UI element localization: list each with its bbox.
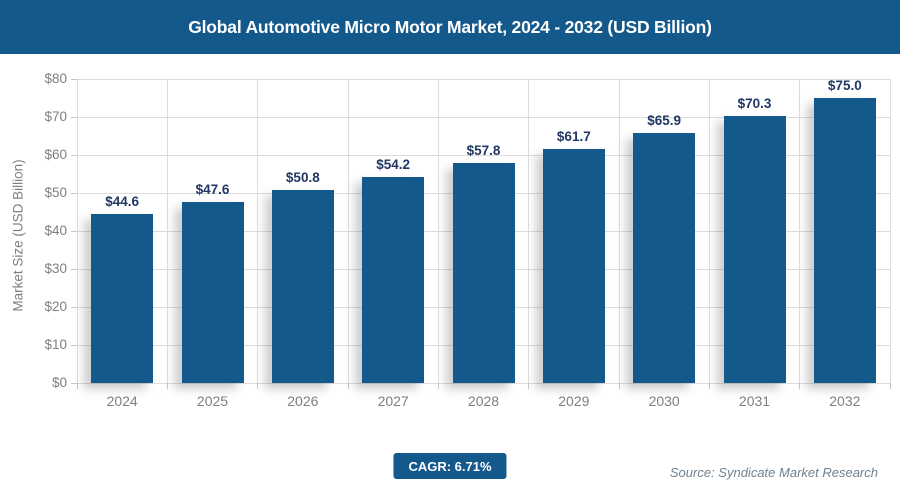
y-axis-tick xyxy=(71,154,77,156)
x-gridline xyxy=(799,79,801,383)
y-axis-tick xyxy=(71,382,77,384)
source-attribution: Source: Syndicate Market Research xyxy=(669,465,878,480)
y-axis-tick xyxy=(71,192,77,194)
bar-2026 xyxy=(271,189,334,383)
x-tick-label: 2032 xyxy=(829,393,861,409)
x-axis-tick xyxy=(166,383,168,389)
x-tick-label: 2026 xyxy=(287,393,319,409)
y-gridline xyxy=(77,116,890,118)
y-gridline xyxy=(77,78,890,80)
x-tick-label: 2029 xyxy=(558,393,590,409)
y-tick-label: $50 xyxy=(44,185,67,200)
bar-2024 xyxy=(91,213,154,383)
x-axis-tick xyxy=(618,383,620,389)
x-axis-tick xyxy=(257,383,259,389)
y-axis-tick xyxy=(71,268,77,270)
bar-value-label: $50.8 xyxy=(285,169,320,185)
x-tick-label: 2025 xyxy=(196,393,229,409)
x-axis-tick xyxy=(799,383,801,389)
bar-value-label: $65.9 xyxy=(647,112,682,128)
x-gridline xyxy=(166,79,168,383)
y-axis-tick xyxy=(71,78,77,80)
bar-value-label: $47.6 xyxy=(195,182,230,198)
x-gridline xyxy=(347,79,349,383)
bar-value-label: $70.3 xyxy=(737,95,772,111)
bar-value-label: $61.7 xyxy=(556,128,591,144)
y-tick-label: $80 xyxy=(44,71,67,86)
y-axis-tick xyxy=(71,116,77,118)
bar-2029 xyxy=(542,148,605,383)
cagr-badge: CAGR: 6.71% xyxy=(393,453,507,479)
y-tick-label: $0 xyxy=(51,375,67,390)
x-gridline xyxy=(437,79,439,383)
x-gridline xyxy=(528,79,530,383)
x-gridline xyxy=(889,79,891,383)
bar-value-label: $57.8 xyxy=(466,143,501,159)
y-gridline xyxy=(77,154,890,156)
y-axis-tick xyxy=(71,344,77,346)
x-axis-tick xyxy=(708,383,710,389)
y-axis-line xyxy=(76,79,78,383)
y-tick-label: $60 xyxy=(44,147,67,162)
y-tick-label: $20 xyxy=(44,299,67,314)
bar-value-label: $54.2 xyxy=(376,157,411,173)
y-tick-label: $40 xyxy=(44,223,67,238)
x-axis-tick xyxy=(437,383,439,389)
x-gridline xyxy=(708,79,710,383)
bar-2030 xyxy=(633,132,696,383)
bar-value-label: $75.0 xyxy=(827,78,862,93)
x-tick-label: 2027 xyxy=(377,393,409,409)
x-gridline xyxy=(618,79,620,383)
y-tick-label: $70 xyxy=(44,109,67,124)
bar-value-label: $44.6 xyxy=(105,193,140,209)
bar-2027 xyxy=(362,177,425,383)
y-axis-tick xyxy=(71,230,77,232)
y-gridline xyxy=(77,382,890,384)
y-tick-label: $10 xyxy=(44,337,67,352)
bar-2028 xyxy=(452,163,515,383)
bar-2025 xyxy=(181,202,244,383)
x-tick-label: 2024 xyxy=(106,393,138,409)
chart-title: Global Automotive Micro Motor Market, 20… xyxy=(188,16,712,37)
bar-2031 xyxy=(723,115,786,383)
y-tick-label: $30 xyxy=(44,261,67,276)
x-axis-tick xyxy=(889,383,891,389)
x-axis-tick xyxy=(528,383,530,389)
x-tick-label: 2030 xyxy=(648,393,680,409)
x-axis-tick xyxy=(347,383,349,389)
y-axis-tick xyxy=(71,306,77,308)
bar-2032 xyxy=(813,98,876,383)
x-gridline xyxy=(257,79,259,383)
x-tick-label: 2028 xyxy=(467,393,500,409)
x-axis-tick xyxy=(76,383,78,389)
chart-header-bar: Global Automotive Micro Motor Market, 20… xyxy=(0,0,900,54)
x-tick-label: 2031 xyxy=(738,393,771,409)
